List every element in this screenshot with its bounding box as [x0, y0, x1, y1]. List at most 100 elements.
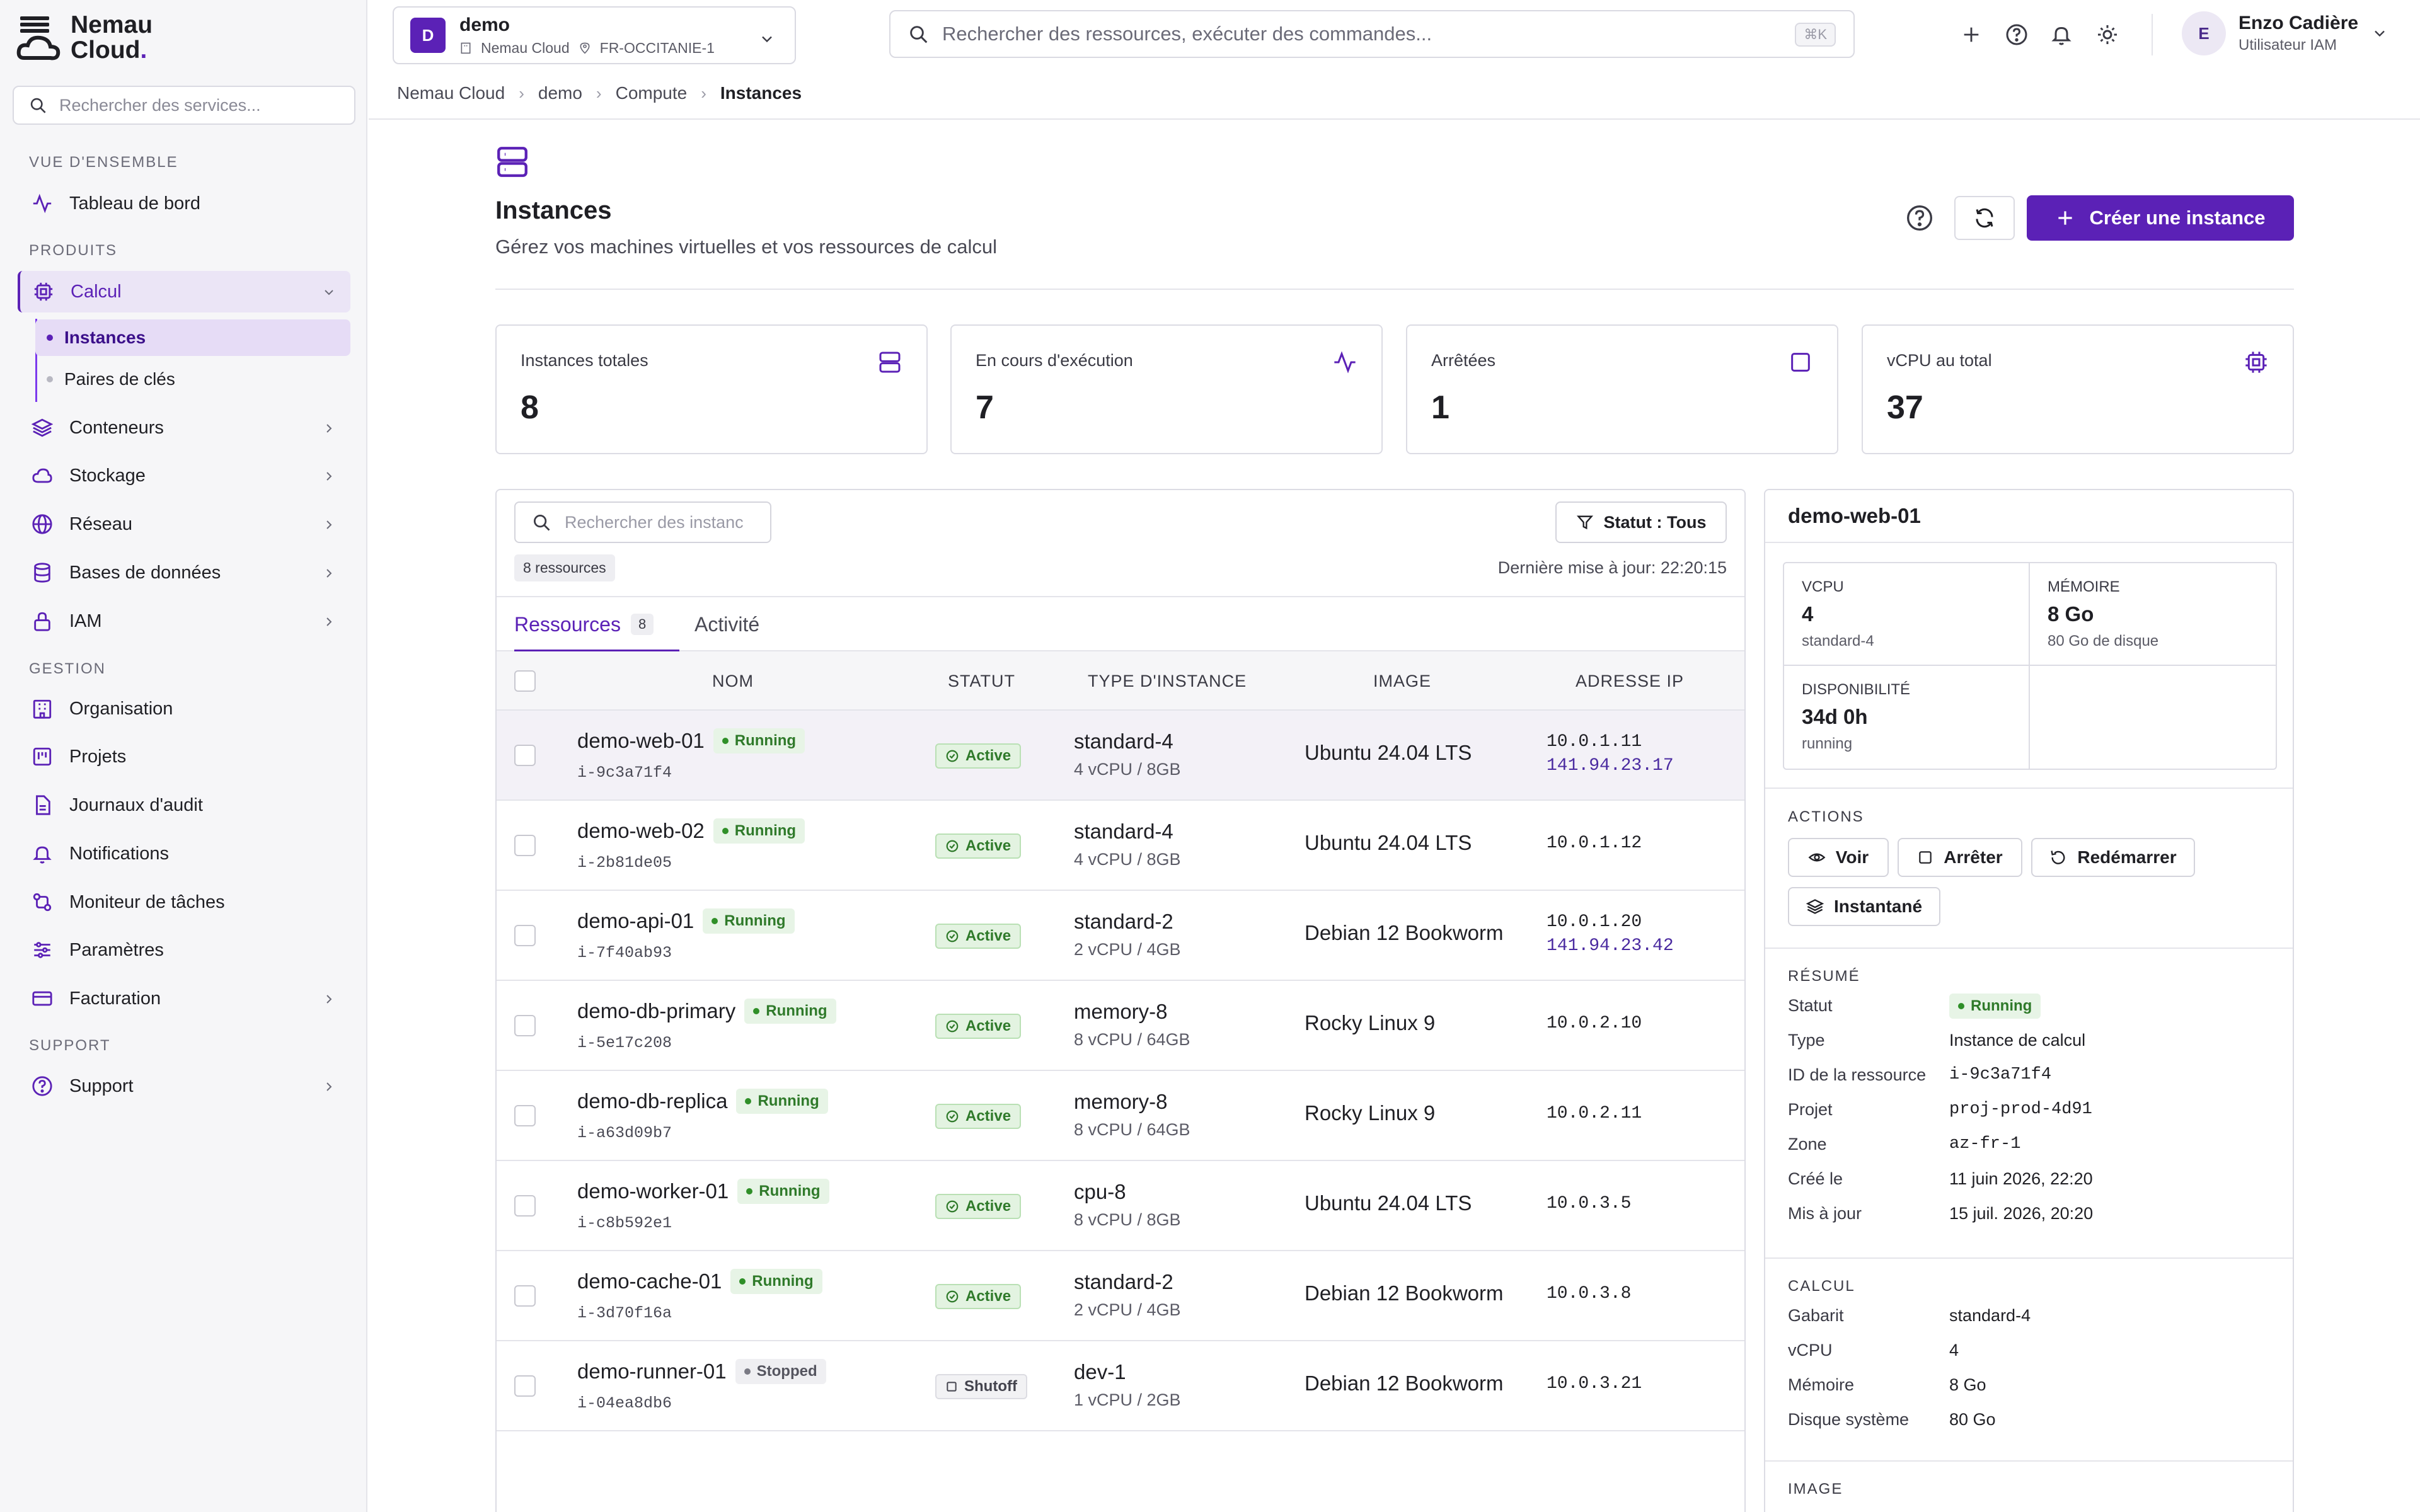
service-search-input[interactable]: Rechercher des services...: [13, 86, 355, 125]
sidebar-item-compute[interactable]: Calcul: [18, 271, 350, 312]
sidebar-item-billing[interactable]: Facturation: [18, 978, 350, 1019]
metric-value: 34d 0h: [1802, 705, 1868, 728]
instance-name[interactable]: demo-db-replica: [577, 1089, 728, 1113]
table-row[interactable]: demo-db-primary Running i-5e17c208 Active…: [497, 981, 1744, 1071]
instance-name[interactable]: demo-db-primary: [577, 999, 736, 1022]
sidebar-item-organisation[interactable]: Organisation: [18, 688, 350, 730]
breadcrumb-item[interactable]: Nemau Cloud: [397, 83, 505, 103]
logo[interactable]: Nemau Cloud.: [16, 13, 153, 63]
stat-label: Arrêtées: [1431, 351, 1496, 370]
chevron-down-icon: [325, 290, 333, 295]
chevron-right-icon: [326, 520, 332, 529]
instance-image: Ubuntu 24.04 LTS: [1305, 1191, 1472, 1215]
snapshot-button[interactable]: Instantané: [1788, 887, 1940, 926]
field-label: Type: [1788, 1031, 1825, 1050]
sidebar-item-dashboard[interactable]: Tableau de bord: [18, 183, 350, 224]
sidebar-item-label: Réseau: [69, 513, 132, 534]
instance-name[interactable]: demo-web-01: [577, 729, 705, 752]
instance-search-input[interactable]: Rechercher des instanc: [514, 501, 771, 543]
notifications-button[interactable]: [2048, 21, 2075, 49]
create-instance-button[interactable]: Créer une instance: [2027, 195, 2294, 241]
help-button[interactable]: [2003, 21, 2031, 49]
instance-name[interactable]: demo-worker-01: [577, 1179, 729, 1203]
public-ip[interactable]: 141.94.23.17: [1547, 756, 1674, 776]
table-row[interactable]: demo-worker-01 Running i-c8b592e1 Active …: [497, 1161, 1744, 1251]
instance-id: i-3d70f16a: [577, 1304, 672, 1322]
section-support: SUPPORT: [29, 1037, 111, 1054]
column-header[interactable]: TYPE D'INSTANCE: [1088, 672, 1247, 690]
refresh-button[interactable]: [1954, 196, 2015, 240]
project-selector[interactable]: D demo Nemau Cloud FR-OCCITANIE-1: [393, 6, 796, 64]
status-filter-button[interactable]: Statut : Tous: [1555, 501, 1727, 543]
row-checkbox[interactable]: [514, 835, 536, 856]
avatar: E: [2182, 11, 2226, 55]
plus-button[interactable]: [1957, 21, 1985, 49]
sidebar-item-storage[interactable]: Stockage: [18, 455, 350, 496]
stat-label: vCPU au total: [1887, 351, 1992, 370]
page-help-button[interactable]: [1906, 204, 1933, 235]
table-row[interactable]: demo-api-01 Running i-7f40ab93 Active sta…: [497, 891, 1744, 981]
status-badge: Active: [935, 1194, 1022, 1219]
metric-sub: 80 Go de disque: [2048, 633, 2159, 650]
select-all-checkbox[interactable]: [514, 670, 536, 692]
column-header[interactable]: ADRESSE IP: [1576, 672, 1685, 690]
chevron-down-icon: [762, 36, 772, 43]
instance-type: standard-4: [1074, 820, 1173, 843]
search-icon: [910, 26, 928, 43]
column-header[interactable]: NOM: [712, 672, 754, 690]
tab-activity[interactable]: Activité: [694, 597, 759, 651]
field-value: 80 Go: [1949, 1410, 1996, 1429]
breadcrumb-item[interactable]: Compute: [615, 83, 688, 103]
stop-button[interactable]: Arrêter: [1898, 838, 2022, 877]
sidebar-item-instances[interactable]: Instances: [35, 319, 350, 356]
instance-image: Ubuntu 24.04 LTS: [1305, 831, 1472, 854]
instance-spec: 8 vCPU / 64GB: [1074, 1120, 1190, 1139]
sidebar-item-projects[interactable]: Projets: [18, 736, 350, 777]
row-checkbox[interactable]: [514, 745, 536, 766]
user-menu[interactable]: E Enzo Cadière Utilisateur IAM: [2182, 11, 2388, 55]
sidebar-item-audit[interactable]: Journaux d'audit: [18, 784, 350, 826]
instance-name[interactable]: demo-web-02: [577, 819, 705, 842]
sidebar-item-keypairs[interactable]: Paires de clés: [35, 361, 350, 398]
sidebar-item-settings[interactable]: Paramètres: [18, 929, 350, 971]
project-org: Nemau Cloud: [481, 39, 570, 56]
tab-resources[interactable]: Ressources 8: [514, 597, 679, 653]
sidebar-item-label: IAM: [69, 610, 102, 631]
public-ip[interactable]: 141.94.23.42: [1547, 936, 1674, 956]
sidebar-item-network[interactable]: Réseau: [18, 503, 350, 545]
table-row[interactable]: demo-db-replica Running i-a63d09b7 Active…: [497, 1071, 1744, 1161]
column-header[interactable]: IMAGE: [1373, 672, 1432, 690]
table-row[interactable]: demo-web-01 Running i-9c3a71f4 Active sta…: [497, 711, 1744, 801]
sidebar-item-tasks[interactable]: Moniteur de tâches: [18, 881, 350, 923]
sidebar-item-databases[interactable]: Bases de données: [18, 552, 350, 593]
breadcrumb-item[interactable]: demo: [538, 83, 582, 103]
sidebar-item-iam[interactable]: IAM: [18, 600, 350, 642]
chevron-right-icon: [326, 569, 332, 578]
instance-spec: 8 vCPU / 8GB: [1074, 1210, 1181, 1229]
workflow-icon: [33, 893, 52, 912]
sidebar-item-support[interactable]: Support: [18, 1065, 350, 1107]
view-button[interactable]: Voir: [1788, 838, 1889, 877]
instance-name[interactable]: demo-cache-01: [577, 1269, 722, 1293]
sidebar-item-containers[interactable]: Conteneurs: [18, 407, 350, 449]
instance-name[interactable]: demo-runner-01: [577, 1360, 727, 1383]
button-label: Statut : Tous: [1603, 512, 1707, 532]
instance-name[interactable]: demo-api-01: [577, 909, 694, 932]
restart-button[interactable]: Redémarrer: [2031, 838, 2195, 877]
sidebar-item-notifications[interactable]: Notifications: [18, 833, 350, 874]
row-checkbox[interactable]: [514, 1375, 536, 1397]
row-checkbox[interactable]: [514, 1285, 536, 1307]
global-search-input[interactable]: Rechercher des ressources, exécuter des …: [889, 10, 1855, 58]
row-checkbox[interactable]: [514, 1195, 536, 1217]
table-row[interactable]: demo-runner-01 Stopped i-04ea8db6 Shutoff…: [497, 1341, 1744, 1431]
table-row[interactable]: demo-cache-01 Running i-3d70f16a Active s…: [497, 1251, 1744, 1341]
column-header[interactable]: STATUT: [948, 672, 1015, 690]
map-pin-icon: [580, 42, 590, 54]
theme-toggle-button[interactable]: [2094, 21, 2121, 49]
row-checkbox[interactable]: [514, 1105, 536, 1126]
row-checkbox[interactable]: [514, 925, 536, 946]
row-checkbox[interactable]: [514, 1015, 536, 1036]
divider: [1765, 542, 2293, 543]
table-row[interactable]: demo-web-02 Running i-2b81de05 Active sta…: [497, 801, 1744, 891]
detail-title: demo-web-01: [1788, 504, 1921, 527]
